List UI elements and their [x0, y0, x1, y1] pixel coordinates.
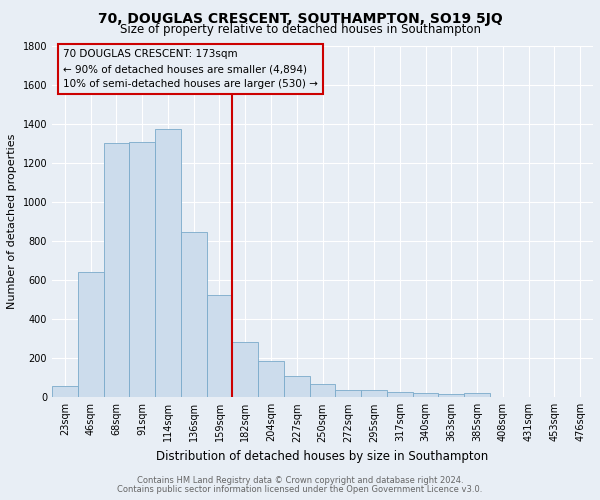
Y-axis label: Number of detached properties: Number of detached properties: [7, 134, 17, 310]
Bar: [310, 384, 335, 398]
Bar: [439, 394, 464, 398]
Bar: [52, 386, 78, 398]
Bar: [335, 390, 361, 398]
Bar: [181, 232, 206, 398]
Text: 70, DOUGLAS CRESCENT, SOUTHAMPTON, SO19 5JQ: 70, DOUGLAS CRESCENT, SOUTHAMPTON, SO19 …: [98, 12, 502, 26]
Bar: [413, 394, 439, 398]
Text: Contains HM Land Registry data © Crown copyright and database right 2024.: Contains HM Land Registry data © Crown c…: [137, 476, 463, 485]
Bar: [258, 361, 284, 398]
Text: 70 DOUGLAS CRESCENT: 173sqm
← 90% of detached houses are smaller (4,894)
10% of : 70 DOUGLAS CRESCENT: 173sqm ← 90% of det…: [63, 50, 317, 89]
Bar: [464, 394, 490, 398]
Bar: [155, 129, 181, 398]
Text: Size of property relative to detached houses in Southampton: Size of property relative to detached ho…: [119, 24, 481, 36]
Text: Contains public sector information licensed under the Open Government Licence v3: Contains public sector information licen…: [118, 485, 482, 494]
Bar: [104, 142, 129, 398]
Bar: [129, 142, 155, 398]
Bar: [206, 295, 232, 398]
Bar: [284, 376, 310, 398]
Bar: [232, 342, 258, 398]
Bar: [387, 392, 413, 398]
X-axis label: Distribution of detached houses by size in Southampton: Distribution of detached houses by size …: [157, 450, 488, 463]
Bar: [361, 390, 387, 398]
Bar: [78, 272, 104, 398]
